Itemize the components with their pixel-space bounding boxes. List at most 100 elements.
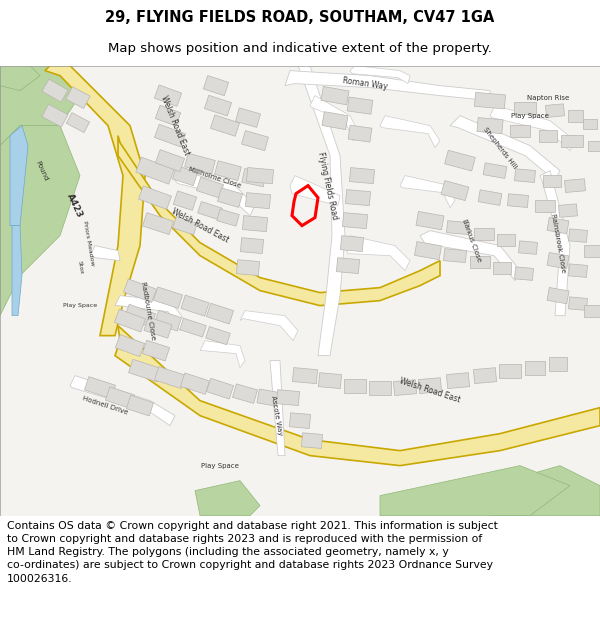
- Polygon shape: [45, 66, 145, 336]
- Polygon shape: [206, 303, 233, 324]
- Polygon shape: [154, 287, 182, 308]
- Polygon shape: [289, 412, 311, 429]
- Polygon shape: [295, 66, 345, 356]
- Polygon shape: [67, 112, 89, 132]
- Text: Radbourne Close: Radbourne Close: [140, 281, 156, 340]
- Polygon shape: [206, 326, 230, 345]
- Polygon shape: [350, 66, 410, 84]
- Polygon shape: [245, 192, 271, 209]
- Polygon shape: [211, 115, 239, 136]
- Polygon shape: [206, 378, 233, 399]
- Polygon shape: [515, 169, 535, 182]
- Polygon shape: [559, 204, 577, 217]
- Polygon shape: [172, 166, 197, 186]
- Polygon shape: [490, 466, 600, 516]
- Polygon shape: [241, 238, 263, 254]
- Text: Millholme Close: Millholme Close: [188, 166, 242, 189]
- Polygon shape: [301, 432, 323, 449]
- Polygon shape: [547, 253, 569, 269]
- Polygon shape: [515, 267, 533, 281]
- Polygon shape: [12, 226, 22, 316]
- Polygon shape: [344, 379, 366, 392]
- Polygon shape: [547, 217, 569, 234]
- Polygon shape: [514, 102, 536, 114]
- Polygon shape: [10, 126, 28, 226]
- Polygon shape: [319, 372, 341, 389]
- Polygon shape: [285, 71, 490, 101]
- Polygon shape: [510, 124, 530, 137]
- Text: Play Space: Play Space: [201, 462, 239, 469]
- Text: Welsh Road East: Welsh Road East: [170, 207, 230, 244]
- Polygon shape: [540, 171, 570, 316]
- Polygon shape: [232, 384, 257, 403]
- Polygon shape: [0, 66, 80, 146]
- Polygon shape: [475, 92, 506, 109]
- Polygon shape: [155, 367, 185, 389]
- Polygon shape: [415, 241, 442, 260]
- Polygon shape: [181, 373, 209, 394]
- Polygon shape: [143, 213, 173, 234]
- Polygon shape: [450, 116, 560, 181]
- Polygon shape: [142, 340, 170, 361]
- Polygon shape: [445, 150, 475, 171]
- Polygon shape: [115, 334, 145, 357]
- Polygon shape: [217, 209, 239, 226]
- Text: Roman Way: Roman Way: [342, 76, 388, 91]
- Polygon shape: [418, 378, 442, 394]
- Polygon shape: [175, 171, 255, 216]
- Text: Barkus Close: Barkus Close: [461, 219, 482, 262]
- Polygon shape: [347, 97, 373, 114]
- Polygon shape: [42, 104, 68, 127]
- Polygon shape: [70, 376, 175, 426]
- Polygon shape: [539, 129, 557, 142]
- Polygon shape: [568, 109, 583, 122]
- Polygon shape: [205, 95, 232, 116]
- Polygon shape: [565, 179, 586, 192]
- Polygon shape: [535, 199, 555, 212]
- Polygon shape: [242, 216, 268, 232]
- Polygon shape: [508, 194, 529, 208]
- Text: Rainsbrook Close: Rainsbrook Close: [550, 214, 566, 274]
- Polygon shape: [483, 162, 507, 179]
- Text: Contains OS data © Crown copyright and database right 2021. This information is : Contains OS data © Crown copyright and d…: [7, 521, 498, 584]
- Polygon shape: [154, 124, 185, 147]
- Polygon shape: [257, 389, 279, 406]
- Text: Stox: Stox: [76, 261, 83, 275]
- Text: Flying Fields Road: Flying Fields Road: [316, 151, 340, 220]
- Polygon shape: [441, 181, 469, 201]
- Polygon shape: [292, 368, 317, 384]
- Polygon shape: [236, 260, 260, 276]
- Polygon shape: [242, 131, 268, 151]
- Polygon shape: [240, 311, 298, 341]
- Polygon shape: [345, 236, 410, 271]
- Polygon shape: [173, 216, 197, 235]
- Text: Welsh Road East: Welsh Road East: [398, 376, 461, 405]
- Polygon shape: [369, 381, 391, 394]
- Polygon shape: [139, 186, 172, 209]
- Polygon shape: [181, 295, 209, 316]
- Polygon shape: [474, 228, 494, 239]
- Polygon shape: [42, 79, 68, 102]
- Text: Welsh Road East: Welsh Road East: [159, 94, 191, 157]
- Polygon shape: [0, 126, 80, 316]
- Polygon shape: [584, 244, 600, 257]
- Polygon shape: [380, 116, 440, 148]
- Polygon shape: [155, 149, 185, 172]
- Polygon shape: [477, 118, 503, 134]
- Polygon shape: [155, 105, 181, 126]
- Polygon shape: [247, 168, 274, 184]
- Polygon shape: [525, 361, 545, 374]
- Polygon shape: [310, 96, 360, 141]
- Text: Priors Meadow: Priors Meadow: [82, 221, 94, 267]
- Polygon shape: [215, 161, 241, 181]
- Polygon shape: [115, 296, 185, 331]
- Polygon shape: [518, 241, 538, 254]
- Text: Map shows position and indicative extent of the property.: Map shows position and indicative extent…: [108, 42, 492, 55]
- Polygon shape: [277, 390, 299, 406]
- Polygon shape: [128, 359, 161, 382]
- Polygon shape: [470, 256, 490, 268]
- Polygon shape: [400, 176, 455, 208]
- Polygon shape: [443, 249, 466, 262]
- Polygon shape: [154, 310, 182, 331]
- Polygon shape: [173, 191, 197, 211]
